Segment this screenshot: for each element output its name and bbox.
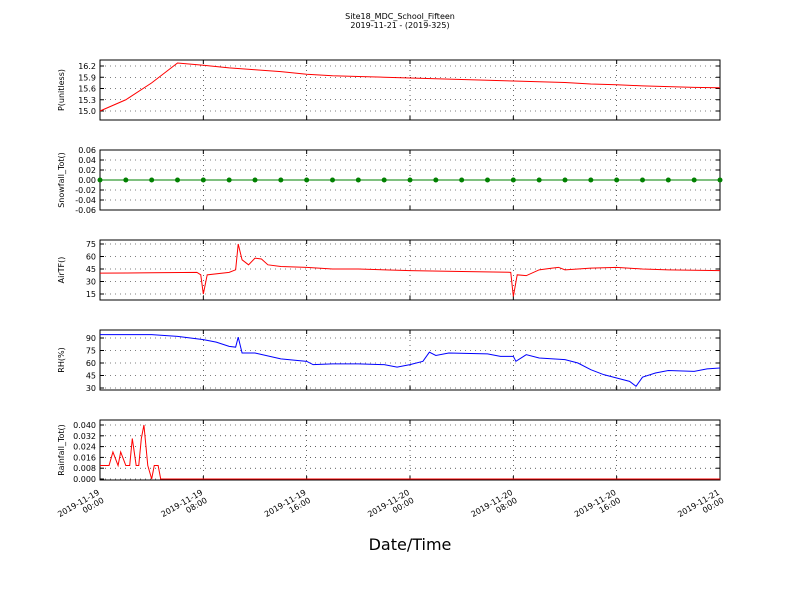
data-point [200,177,206,183]
data-point [717,177,723,183]
y-tick-label: -0.02 [75,186,96,195]
data-point [665,177,671,183]
y-axis-label: Rainfall_Tot() [57,424,66,476]
data-point [355,177,361,183]
data-point [381,177,387,183]
data-point [485,177,490,183]
data-point [433,177,439,183]
data-point [588,177,594,183]
plot-frame [99,419,721,481]
y-tick-label: 0.00 [78,176,96,185]
y-tick-label: -0.06 [75,206,96,215]
data-line [100,334,721,388]
y-tick-label: 0.000 [73,475,96,484]
y-tick-label: 60 [86,359,96,368]
data-point [304,177,310,183]
y-axis-label: AirTF() [57,257,66,284]
y-tick-label: 30 [86,384,96,393]
data-point [226,177,232,183]
y-tick-label: 0.06 [78,146,96,155]
chart-title: Site18_MDC_School_Fifteen [345,12,455,21]
y-tick-label: 0.008 [73,464,96,473]
x-axis-label: Date/Time [369,535,452,554]
data-point [278,177,284,183]
y-tick-label: 15 [86,290,96,299]
data-point [510,177,516,183]
y-tick-label: 45 [86,372,96,381]
data-point [252,177,258,183]
y-tick-label: 0.040 [73,421,96,430]
chart-subtitle: 2019-11-21 - (2019-325) [350,21,449,30]
data-point [562,177,568,183]
plot-frame [99,329,721,391]
y-axis-label: RH(%) [57,347,66,372]
y-axis-label: Snowfall_Tot() [57,152,66,208]
data-point [536,177,542,183]
plot-frame [99,239,721,301]
data-line [100,424,720,480]
data-point [123,177,129,183]
data-point [691,177,697,183]
y-tick-label: 75 [86,347,96,356]
y-tick-label: 30 [86,278,96,287]
plot-frame [99,59,721,121]
y-tick-label: 15.0 [78,107,96,116]
y-tick-label: 45 [86,265,96,274]
y-tick-label: 0.024 [73,443,96,452]
y-tick-label: -0.04 [75,196,96,205]
data-point [459,177,465,183]
data-point [330,177,335,183]
data-line [99,62,721,112]
y-tick-label: 0.032 [73,432,96,441]
y-tick-label: 0.016 [73,453,96,462]
y-axis-label: P(unitless) [57,69,66,111]
y-tick-label: 0.02 [78,166,96,175]
data-line [99,243,721,297]
y-tick-label: 90 [86,334,96,343]
data-point [175,177,180,183]
y-tick-label: 16.2 [78,62,96,71]
data-point [149,177,155,183]
y-tick-label: 15.3 [78,96,96,105]
y-tick-label: 75 [86,240,96,249]
y-tick-label: 15.6 [78,85,96,94]
y-tick-label: 60 [86,253,96,262]
data-point [407,177,413,183]
data-point [614,177,620,183]
data-point [640,177,645,183]
y-tick-label: 15.9 [78,73,96,82]
data-point [97,177,103,183]
y-tick-label: 0.04 [78,156,96,165]
